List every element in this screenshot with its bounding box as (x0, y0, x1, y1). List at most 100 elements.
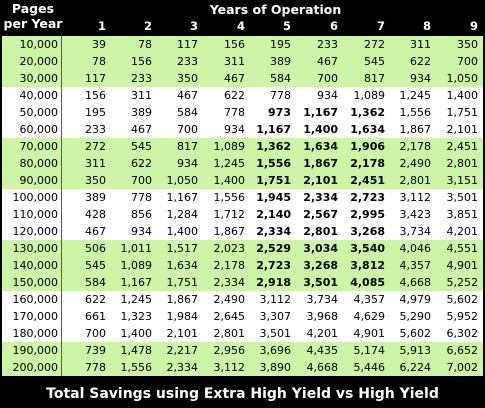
table-row: 180,000 700 1,400 2,101 2,801 3,501 4,201 4,901… (2, 325, 483, 342)
savings-cell: 700 (317, 72, 338, 85)
savings-cell: 2,490 (213, 293, 246, 306)
savings-cell: 3,268 (303, 259, 338, 272)
savings-cell: 778 (270, 89, 291, 102)
savings-cell: 778 (131, 191, 152, 204)
table-row: 10,000 39 78 117 156 195 233 272 311 350 (2, 36, 483, 53)
savings-cell: 3,307 (259, 310, 292, 323)
savings-cell: 1,245 (213, 157, 246, 170)
table-row: 70,000 272 545 817 1,089 1,362 1,634 1,906 2,178… (2, 138, 483, 155)
year-header-2: 2 (143, 19, 152, 33)
year-header-4: 4 (236, 19, 245, 33)
table-row: 170,000 661 1,323 1,984 2,645 3,307 3,968 4,629… (2, 308, 483, 325)
pages-per-year-cell: 70,000 (19, 140, 59, 153)
pages-per-year-cell: 180,000 (12, 327, 59, 340)
savings-cell: 1,167 (256, 123, 291, 136)
savings-cell: 2,801 (399, 174, 432, 187)
savings-cell: 5,174 (353, 344, 386, 357)
savings-cell: 1,011 (120, 242, 153, 255)
pages-per-year-cell: 110,000 (12, 208, 59, 221)
savings-cell: 311 (224, 55, 245, 68)
pages-header-line2: per Year (3, 16, 63, 31)
savings-cell: 2,178 (399, 140, 432, 153)
savings-cell: 1,400 (213, 174, 246, 187)
savings-cell: 934 (317, 89, 338, 102)
savings-cell: 117 (85, 72, 106, 85)
savings-cell: 584 (270, 72, 291, 85)
savings-cell: 1,400 (446, 89, 479, 102)
savings-cell: 1,906 (350, 140, 385, 153)
savings-cell: 7,002 (446, 361, 479, 374)
savings-cell: 622 (410, 55, 431, 68)
savings-cell: 1,362 (256, 140, 291, 153)
year-header-9: 9 (469, 19, 478, 33)
savings-cell: 3,501 (303, 276, 338, 289)
savings-cell: 1,945 (256, 191, 291, 204)
savings-cell: 3,268 (350, 225, 385, 238)
year-header-5: 5 (282, 19, 291, 33)
year-header-7: 7 (376, 19, 385, 33)
savings-cell: 622 (131, 157, 152, 170)
savings-cell: 1,867 (166, 293, 199, 306)
savings-cell: 233 (85, 123, 106, 136)
savings-cell: 739 (85, 344, 106, 357)
savings-cell: 1,400 (166, 225, 199, 238)
savings-cell: 3,734 (306, 293, 339, 306)
savings-cell: 3,034 (303, 242, 338, 255)
savings-cell: 428 (85, 208, 106, 221)
pages-per-year-cell: 30,000 (19, 72, 59, 85)
pages-per-year-cell: 50,000 (19, 106, 59, 119)
table-row: 160,000 622 1,245 1,867 2,490 3,112 3,734 4,357… (2, 291, 483, 308)
savings-cell: 1,167 (120, 276, 153, 289)
savings-cell: 1,751 (256, 174, 291, 187)
pages-per-year-cell: 10,000 (19, 38, 59, 51)
savings-cell: 4,901 (446, 259, 479, 272)
savings-cell: 2,217 (166, 344, 199, 357)
table-row: 50,000 195 389 584 778 973 1,167 1,362 1,556 1,75… (2, 104, 483, 121)
savings-cell: 2,178 (213, 259, 246, 272)
table-row: 100,000 389 778 1,167 1,556 1,945 2,334 2,723 3,… (2, 189, 483, 206)
savings-cell: 4,668 (399, 276, 432, 289)
savings-cell: 1,517 (166, 242, 199, 255)
savings-cell: 1,400 (303, 123, 338, 136)
savings-cell: 2,451 (446, 140, 479, 153)
savings-cell: 5,290 (399, 310, 432, 323)
savings-cell: 2,101 (303, 174, 338, 187)
savings-cell: 3,968 (306, 310, 339, 323)
pages-per-year-cell: 160,000 (12, 293, 59, 306)
savings-cell: 2,101 (166, 327, 199, 340)
savings-cell: 1,167 (303, 106, 338, 119)
savings-cell: 311 (410, 38, 431, 51)
pages-per-year-cell: 100,000 (12, 191, 59, 204)
savings-cell: 467 (224, 72, 245, 85)
column-divider (61, 36, 62, 376)
savings-cell: 934 (410, 72, 431, 85)
savings-cell: 2,529 (256, 242, 291, 255)
savings-cell: 1,634 (303, 140, 338, 153)
savings-cell: 2,140 (256, 208, 291, 221)
savings-cell: 1,556 (120, 361, 153, 374)
savings-cell: 5,446 (353, 361, 386, 374)
savings-cell: 156 (131, 55, 152, 68)
savings-cell: 1,867 (213, 225, 246, 238)
savings-cell: 584 (177, 106, 198, 119)
savings-cell: 1,867 (303, 157, 338, 170)
savings-cell: 389 (131, 106, 152, 119)
table-row: 40,000 156 311 467 622 778 934 1,089 1,245 1,400 (2, 87, 483, 104)
savings-cell: 506 (85, 242, 106, 255)
savings-cell: 2,801 (303, 225, 338, 238)
table-row: 150,000 584 1,167 1,751 2,334 2,918 3,501 4,085… (2, 274, 483, 291)
table-row: 200,000 778 1,556 2,334 3,112 3,890 4,668 5,446… (2, 359, 483, 376)
savings-cell: 5,602 (399, 327, 432, 340)
savings-cell: 195 (270, 38, 291, 51)
savings-cell: 4,357 (399, 259, 432, 272)
savings-cell: 973 (268, 106, 291, 119)
savings-cell: 2,567 (303, 208, 338, 221)
table-row: 30,000 117 233 350 467 584 700 817 934 1,050 (2, 70, 483, 87)
savings-cell: 778 (85, 361, 106, 374)
savings-cell: 467 (85, 225, 106, 238)
savings-cell: 2,334 (166, 361, 199, 374)
year-header-3: 3 (189, 19, 198, 33)
savings-cell: 3,890 (259, 361, 292, 374)
table-row: 80,000 311 622 934 1,245 1,556 1,867 2,178 2,490… (2, 155, 483, 172)
table-row: 140,000 545 1,089 1,634 2,178 2,723 3,268 3,812… (2, 257, 483, 274)
